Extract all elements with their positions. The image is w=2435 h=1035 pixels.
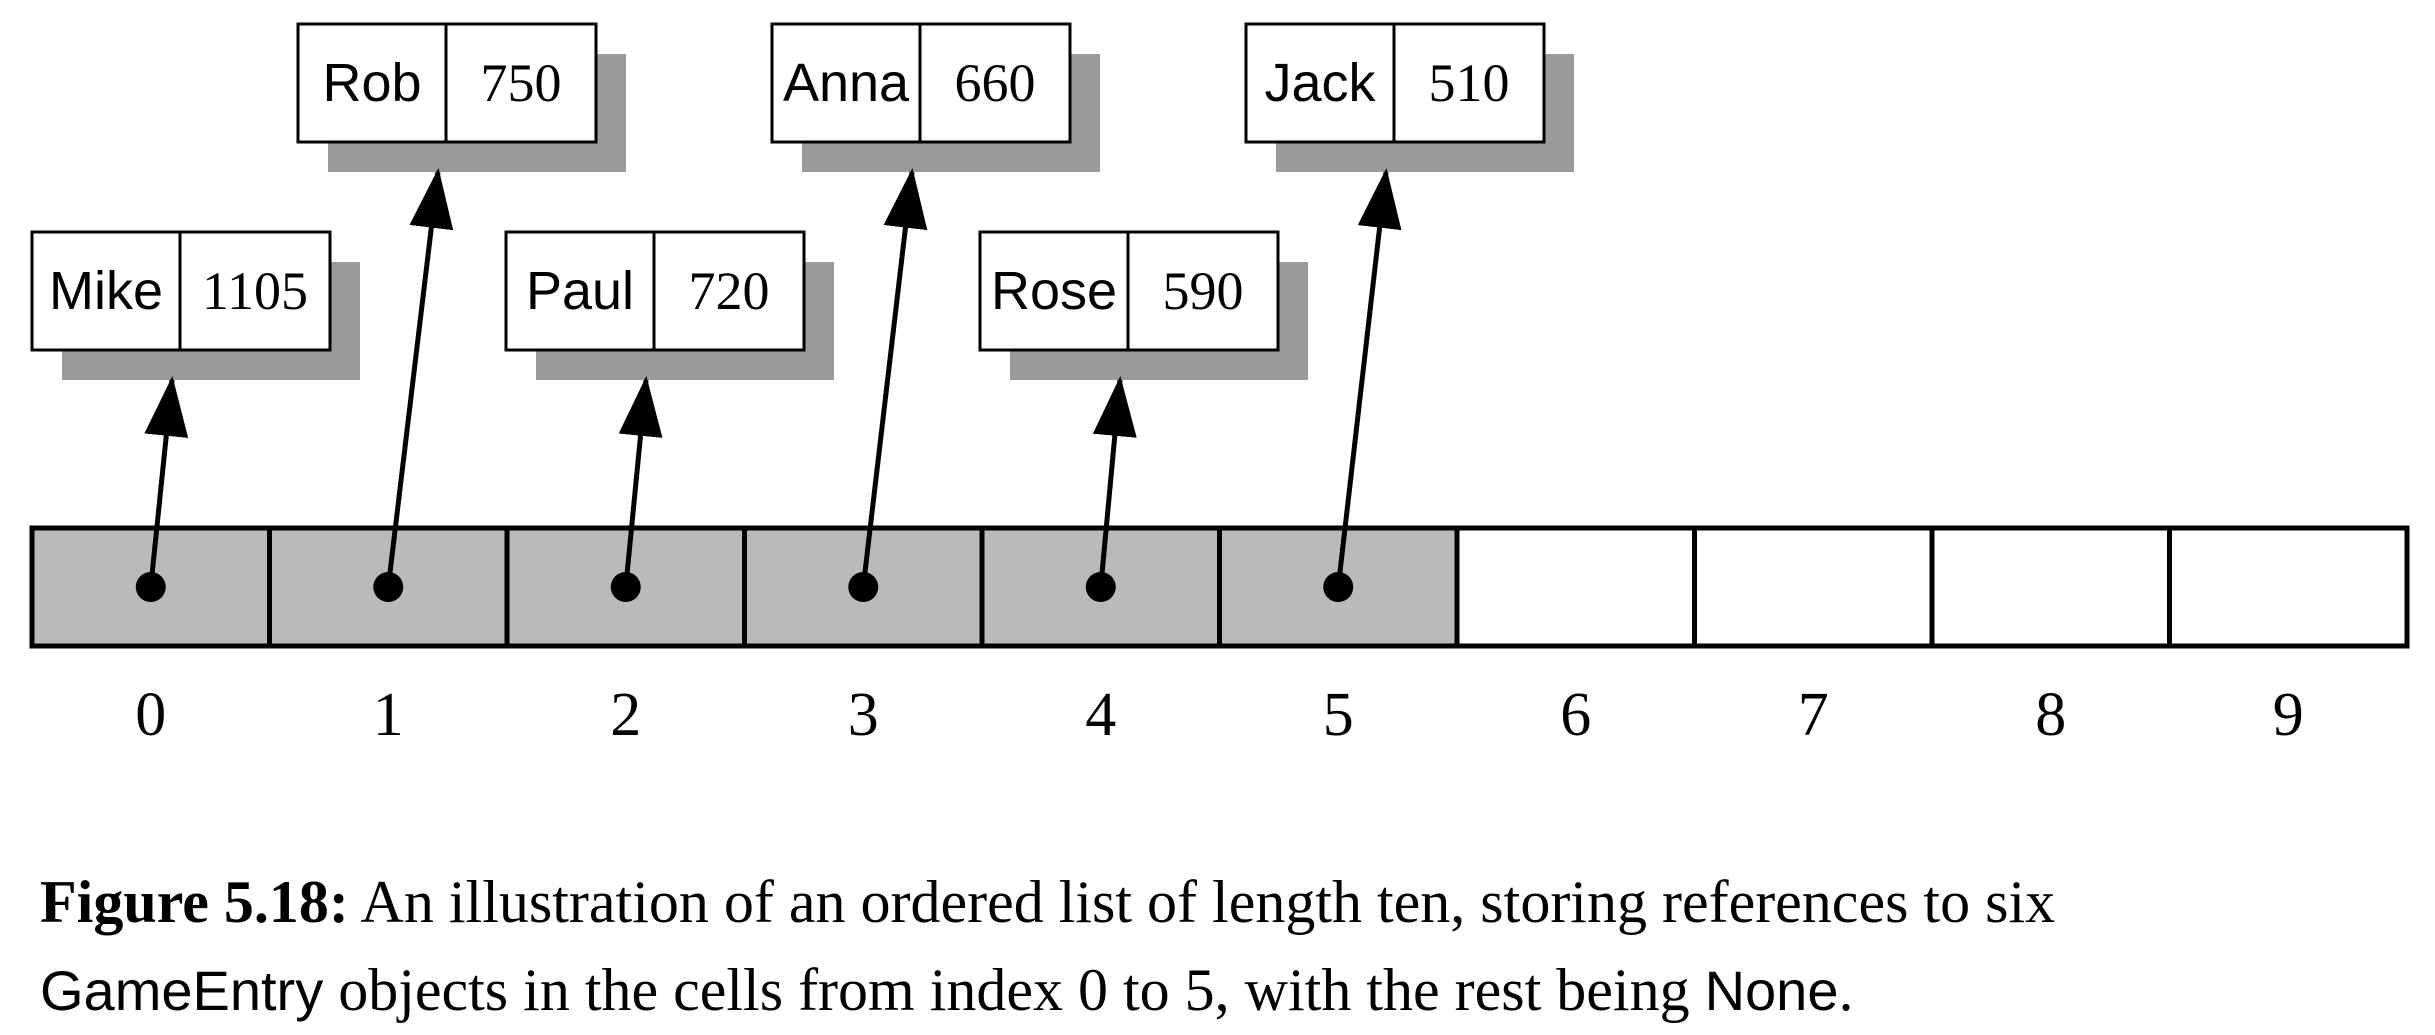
game-entry-jack: Jack 510 bbox=[1244, 22, 1574, 172]
index-label-6: 6 bbox=[1560, 681, 1591, 749]
caption-code-none: None bbox=[1704, 959, 1839, 1022]
index-label-7: 7 bbox=[1798, 681, 1829, 749]
caption-text-2: objects in the cells from index 0 to 5, … bbox=[323, 957, 1705, 1023]
game-entry-mike: Mike 1105 bbox=[30, 230, 360, 380]
index-label-8: 8 bbox=[2035, 681, 2066, 749]
reference-arrow-4 bbox=[1092, 376, 1137, 588]
entry-name: Rose bbox=[991, 261, 1117, 321]
reference-arrow-1 bbox=[385, 168, 454, 588]
entry-score: 750 bbox=[481, 53, 562, 113]
array-cell-8 bbox=[1929, 525, 2172, 649]
game-entry-anna: Anna 660 bbox=[770, 22, 1100, 172]
reference-arrow-3 bbox=[860, 168, 928, 588]
index-label-4: 4 bbox=[1085, 681, 1116, 749]
entry-score: 590 bbox=[1163, 261, 1244, 321]
array-cells bbox=[29, 525, 2410, 649]
index-label-5: 5 bbox=[1323, 681, 1354, 749]
reference-arrow-2 bbox=[618, 376, 663, 588]
ordered-list-diagram: 0 1 2 3 4 5 6 7 8 9 Mike 1105 Rob 750 Paul 720 Anna 660 R… bbox=[29, 22, 2410, 749]
entry-name: Jack bbox=[1264, 53, 1376, 113]
reference-arrow-5 bbox=[1335, 168, 1402, 588]
array-cell-6 bbox=[1454, 525, 1697, 649]
entry-score: 1105 bbox=[202, 261, 308, 321]
index-label-1: 1 bbox=[373, 681, 404, 749]
figure-caption: Figure 5.18: An illustration of an order… bbox=[40, 858, 2410, 1035]
array-cell-9 bbox=[2167, 525, 2410, 649]
caption-code-gameentry: GameEntry bbox=[40, 959, 324, 1022]
index-label-2: 2 bbox=[610, 681, 641, 749]
reference-arrows bbox=[135, 168, 1402, 602]
entry-name: Paul bbox=[526, 261, 634, 321]
index-labels: 0 1 2 3 4 5 6 7 8 9 bbox=[135, 681, 2304, 749]
caption-text-1: An illustration of an ordered list of le… bbox=[348, 869, 2056, 935]
entry-name: Mike bbox=[49, 261, 163, 321]
index-label-0: 0 bbox=[135, 681, 166, 749]
game-entries: Mike 1105 Rob 750 Paul 720 Anna 660 Rose 590 Jack 5… bbox=[30, 22, 1574, 380]
caption-text-3: . bbox=[1838, 957, 1854, 1023]
index-label-9: 9 bbox=[2273, 681, 2304, 749]
game-entry-rose: Rose 590 bbox=[978, 230, 1308, 380]
entry-score: 510 bbox=[1429, 53, 1510, 113]
array-cell-7 bbox=[1692, 525, 1935, 649]
caption-label: Figure 5.18: bbox=[40, 869, 349, 935]
entry-score: 660 bbox=[955, 53, 1036, 113]
reference-arrow-0 bbox=[144, 376, 189, 588]
entry-name: Anna bbox=[783, 53, 910, 113]
entry-score: 720 bbox=[689, 261, 770, 321]
game-entry-paul: Paul 720 bbox=[504, 230, 834, 380]
index-label-3: 3 bbox=[848, 681, 879, 749]
entry-name: Rob bbox=[322, 53, 421, 113]
game-entry-rob: Rob 750 bbox=[296, 22, 626, 172]
